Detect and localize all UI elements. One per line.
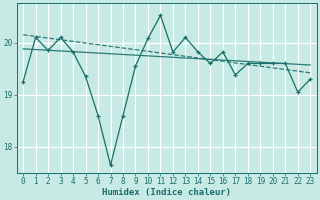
X-axis label: Humidex (Indice chaleur): Humidex (Indice chaleur): [102, 188, 231, 197]
